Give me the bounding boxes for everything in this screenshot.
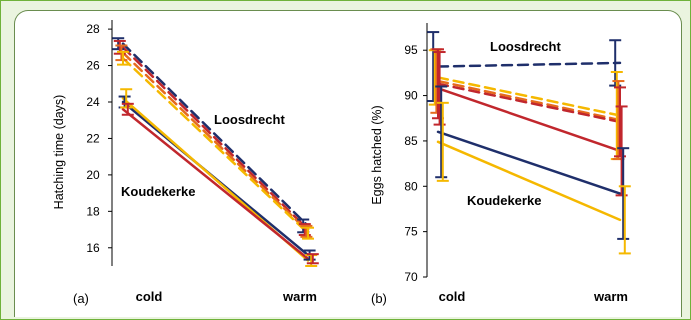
panel-a-series-line-koudekerke-6: [121, 108, 310, 260]
panel-b-series-line-koudekerke-6: [436, 140, 622, 222]
panel-b-series-line-loosdrecht-1: [436, 76, 622, 117]
panel-b-ytick-label: 70: [404, 270, 418, 284]
panel-b-series-line-loosdrecht-3: [436, 82, 622, 124]
panel-a-series-line-loosdrecht-0: [121, 42, 310, 228]
panel-a-xtick-cold: cold: [136, 289, 163, 304]
panel-b-annotation-koudekerke: Koudekerke: [467, 193, 541, 208]
panel-a-xtick-warm: warm: [282, 289, 317, 304]
panel-a-annotation-loosdrecht: Loosdrecht: [214, 112, 285, 127]
panel-a-ytick-label: 16: [86, 241, 100, 255]
panel-a-ytick-label: 26: [86, 59, 100, 73]
panel-a-ytick-label: 22: [86, 131, 100, 145]
panel-b-annotation-loosdrecht: Loosdrecht: [490, 39, 561, 54]
panel-b-ytick-label: 75: [404, 225, 418, 239]
panel-a-ytick-label: 24: [86, 95, 100, 109]
panel-b-series-line-loosdrecht-0: [436, 61, 622, 68]
panel-b-ylabel: Eggs hatched (%): [370, 105, 384, 204]
panel-b-series-line-loosdrecht-2: [436, 79, 622, 122]
panel-b-ytick-label: 85: [404, 134, 418, 148]
panel-b-ytick-label: 80: [404, 179, 418, 193]
panel-b-series-line-koudekerke-5: [436, 130, 622, 195]
panel-a-series-line-loosdrecht-1: [121, 46, 310, 231]
panel-b-xtick-cold: cold: [439, 289, 466, 304]
panel-a-annotation-koudekerke: Koudekerke: [121, 184, 195, 199]
panel-a-label: (a): [73, 291, 89, 306]
panel-a-ytick-label: 18: [86, 204, 100, 218]
panel-a-series-line-loosdrecht-3: [121, 57, 310, 235]
panel-a-series-line-loosdrecht-2: [121, 51, 310, 233]
panel-a-ytick-label: 20: [86, 168, 100, 182]
panel-b-xtick-warm: warm: [593, 289, 628, 304]
panel-a-ylabel: Hatching time (days): [52, 95, 66, 210]
panel-a-ytick-label: 28: [86, 22, 100, 36]
panel-b-label: (b): [371, 291, 387, 306]
panel-b-series-line-koudekerke-4: [436, 87, 622, 153]
panel-b-ytick-label: 90: [404, 89, 418, 103]
panel-b-ytick-label: 95: [404, 43, 418, 57]
